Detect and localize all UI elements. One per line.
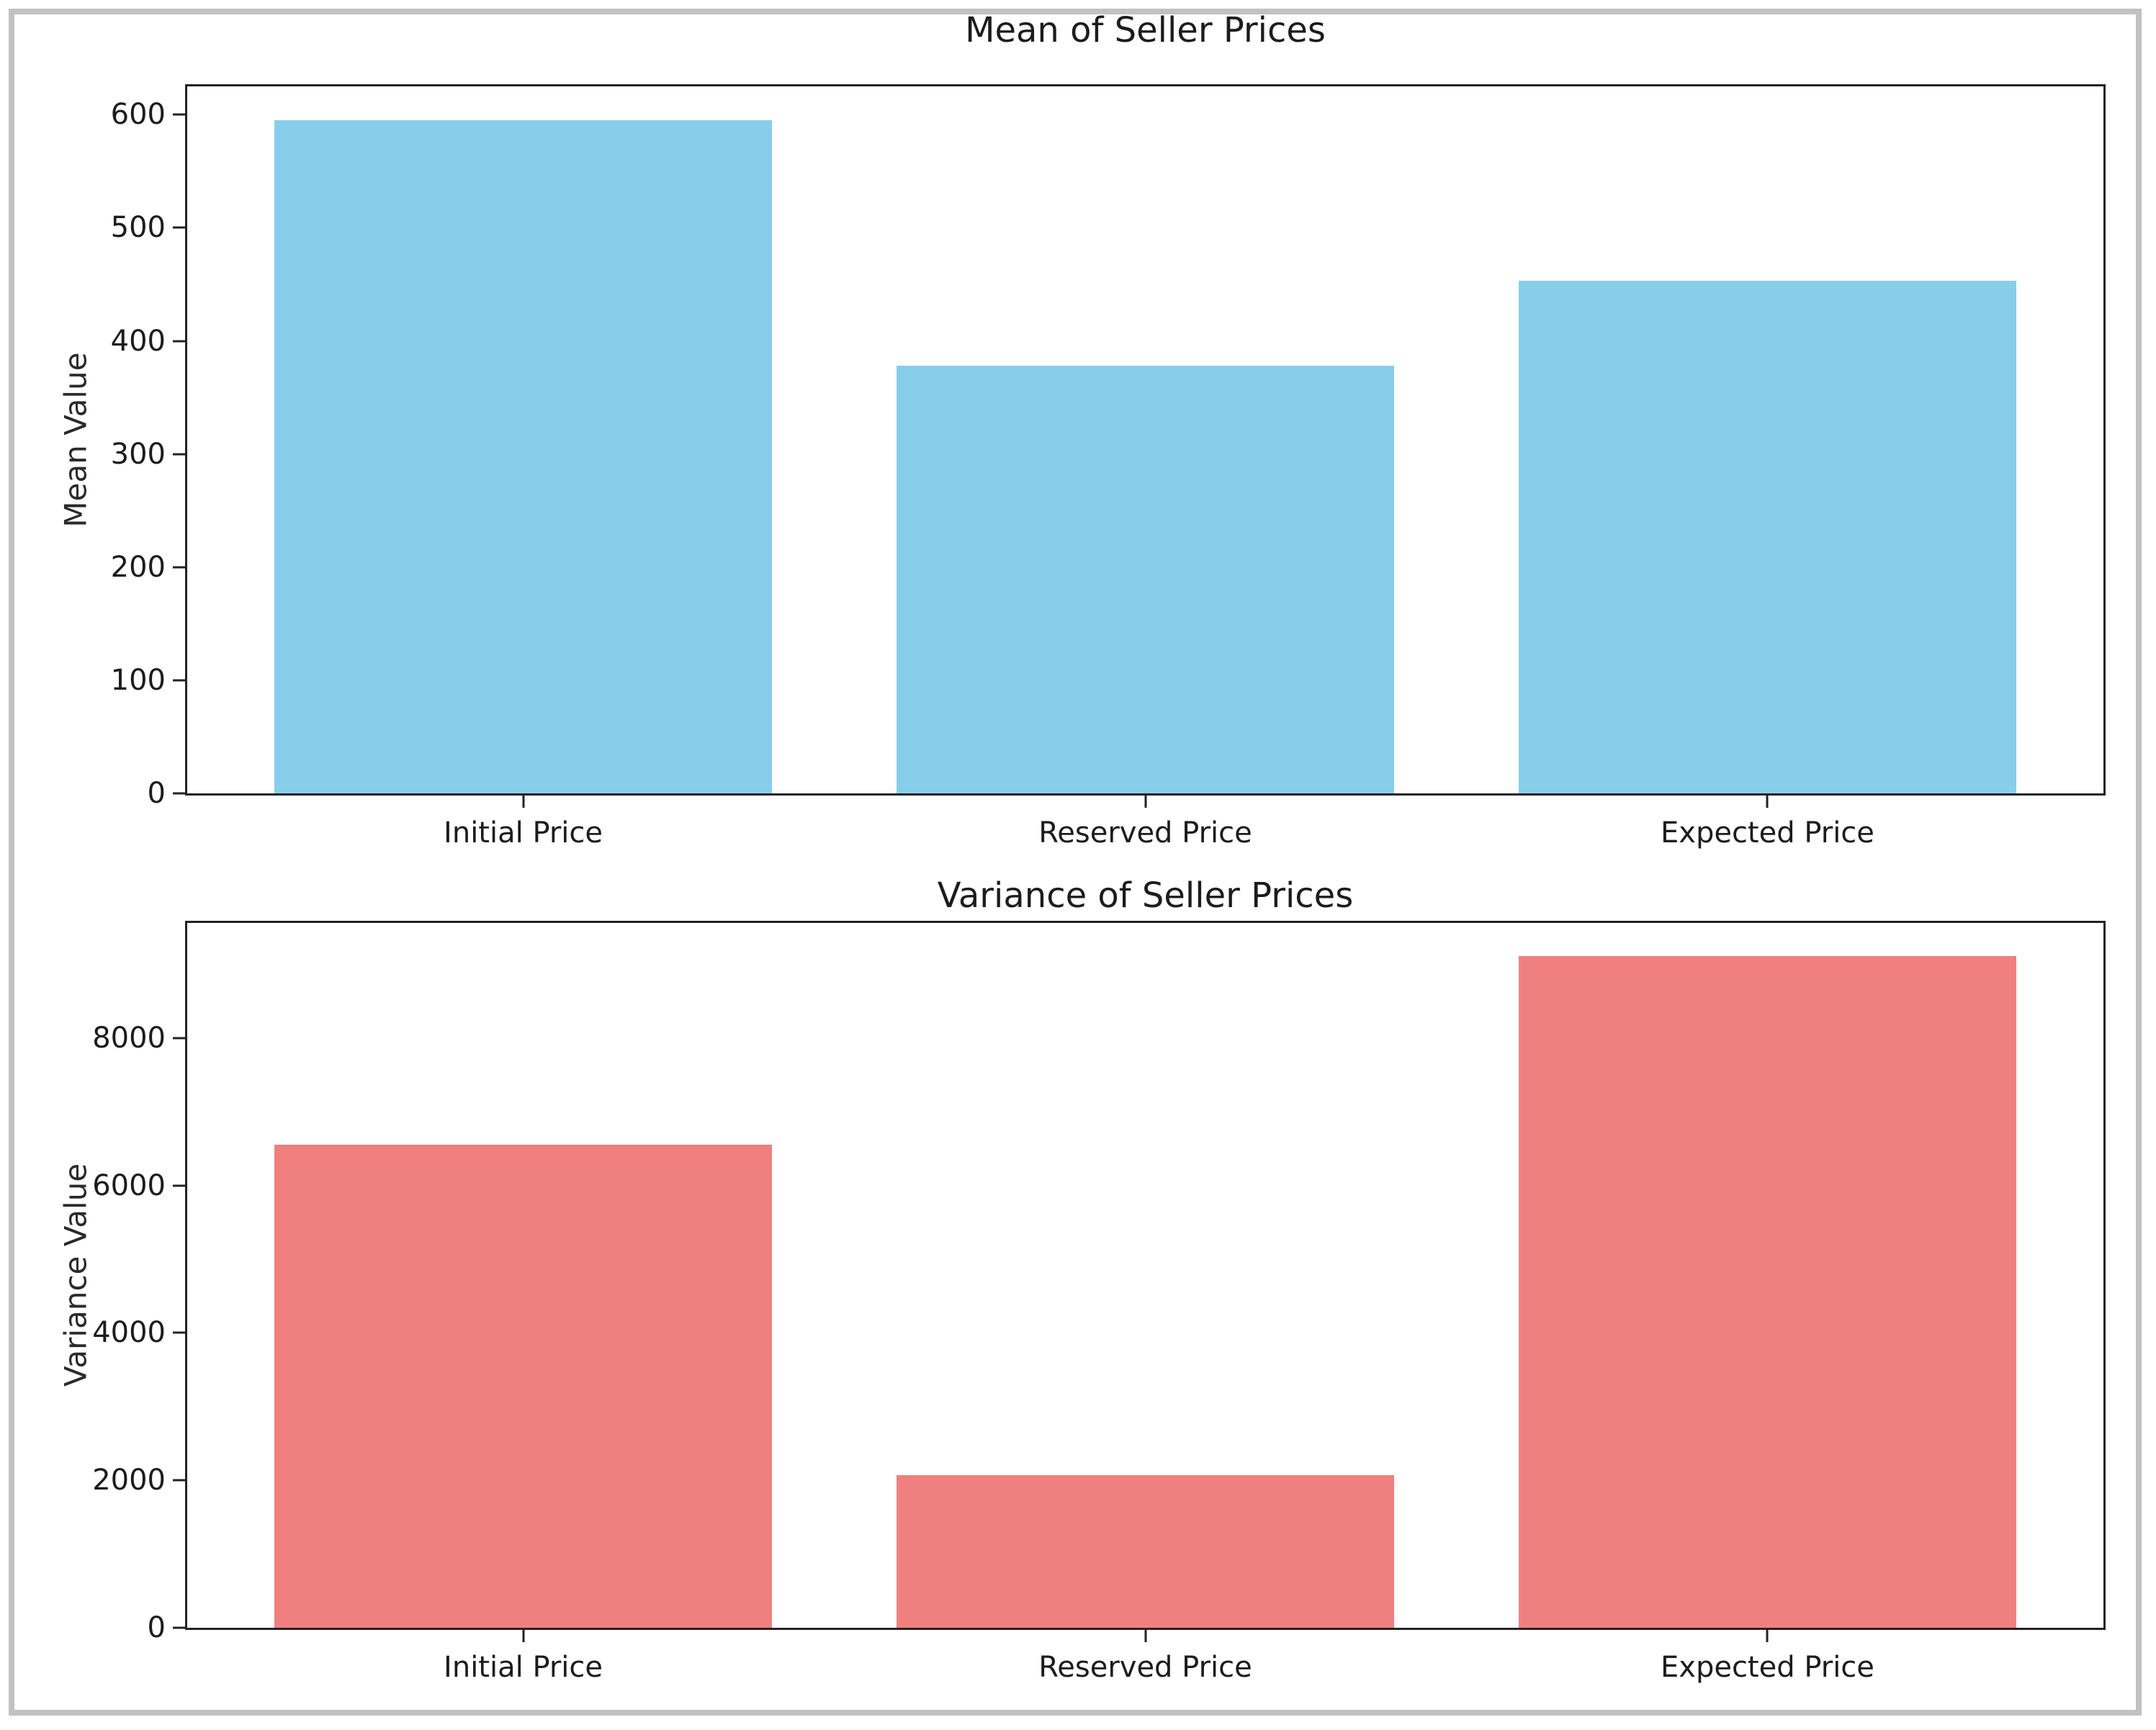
y-tick-mark: [173, 566, 185, 569]
y-tick-label: 8000: [92, 1021, 166, 1055]
y-tick-label: 600: [110, 98, 166, 132]
y-tick-label: 2000: [92, 1464, 166, 1497]
y-tick-mark: [173, 792, 185, 795]
y-tick-label: 100: [110, 663, 166, 697]
y-tick-label: 400: [110, 324, 166, 358]
bar-initial-price: [274, 120, 773, 793]
bar-reserved-price: [896, 366, 1395, 793]
x-tick-label: Reserved Price: [1038, 1651, 1252, 1684]
y-tick-mark: [173, 226, 185, 229]
bar-expected-price: [1518, 956, 2017, 1628]
y-tick-label: 0: [147, 777, 166, 810]
x-tick-label: Expected Price: [1660, 1651, 1874, 1684]
mean-plot-area: 0 100 200 300 400 500 600 Initial Price Reserved…: [111, 84, 2106, 850]
bar-reserved-price: [896, 1475, 1395, 1628]
y-tick-label: 4000: [92, 1316, 166, 1350]
y-tick-label: 6000: [92, 1168, 166, 1202]
variance-chart-title: Variance of Seller Prices: [937, 875, 1354, 916]
y-tick-label: 300: [110, 437, 166, 471]
y-tick-mark: [173, 340, 185, 343]
x-tick-label: Reserved Price: [1038, 816, 1252, 850]
variance-plot-area: 0 2000 4000 6000 8000 Initial Price Reserved P…: [92, 921, 2106, 1684]
y-tick-label: 200: [110, 550, 166, 584]
x-tick-label: Initial Price: [444, 816, 603, 850]
y-tick-mark: [173, 1331, 185, 1334]
y-tick-mark: [173, 1626, 185, 1629]
mean-y-axis-label: Mean Value: [58, 352, 94, 528]
x-tick-label: Expected Price: [1660, 816, 1874, 850]
bar-initial-price: [274, 1145, 773, 1628]
x-tick-mark: [522, 1630, 525, 1642]
x-tick-mark: [522, 796, 525, 808]
y-tick-mark: [173, 453, 185, 456]
y-tick-mark: [173, 113, 185, 116]
x-tick-mark: [1144, 1630, 1146, 1642]
y-tick-mark: [173, 1184, 185, 1187]
y-tick-mark: [173, 679, 185, 682]
y-tick-mark: [173, 1037, 185, 1040]
x-tick-mark: [1766, 796, 1769, 808]
y-tick-mark: [173, 1479, 185, 1482]
y-tick-label: 0: [147, 1611, 166, 1644]
variance-y-axis-label: Variance Value: [58, 1163, 94, 1387]
mean-chart-title: Mean of Seller Prices: [965, 10, 1326, 50]
x-tick-label: Initial Price: [444, 1651, 603, 1684]
y-tick-label: 500: [110, 211, 166, 245]
x-tick-mark: [1766, 1630, 1769, 1642]
bar-expected-price: [1518, 281, 2017, 793]
x-tick-mark: [1144, 796, 1146, 808]
